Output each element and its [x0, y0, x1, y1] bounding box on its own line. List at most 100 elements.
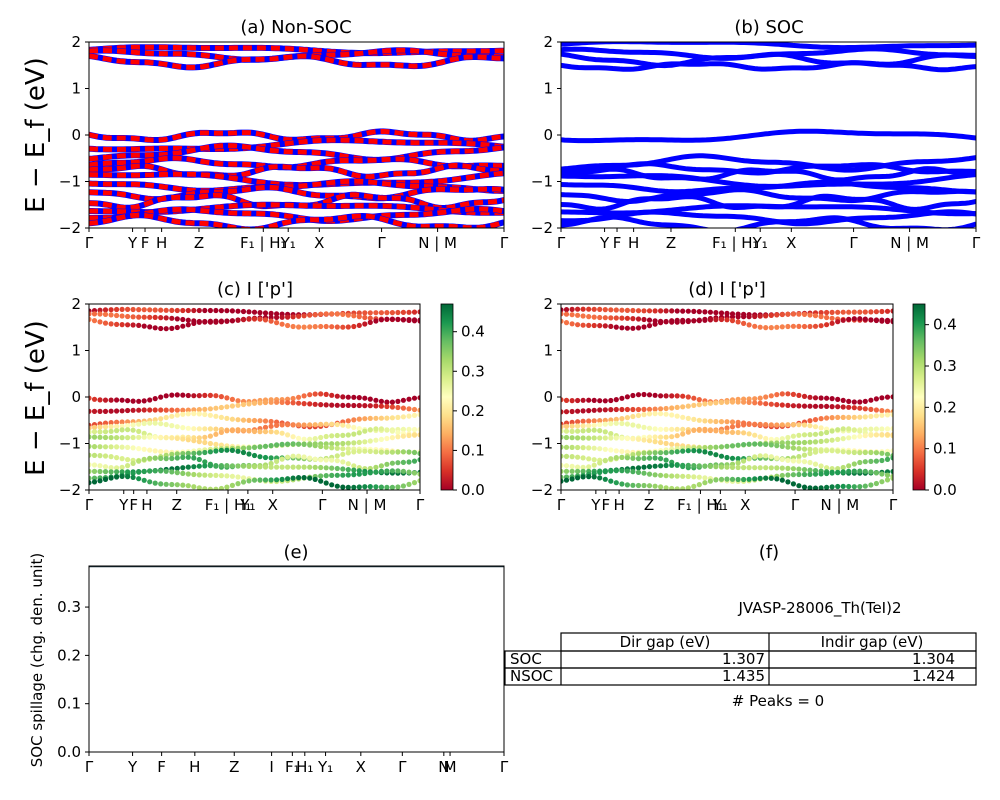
panel-d-point	[801, 311, 808, 317]
panel-d-ytick-label: 1	[543, 342, 553, 360]
panel-a-ytick-label: −2	[59, 219, 81, 237]
panel-d-point	[702, 309, 708, 315]
panel-e-xtick-label: Γ	[398, 758, 407, 776]
panel-d-point	[613, 397, 619, 403]
panel-c-point	[323, 433, 329, 440]
panel-d-point	[713, 310, 719, 316]
panel-c-point	[240, 317, 247, 323]
panel-d-point	[807, 467, 813, 473]
panel-d-point	[790, 433, 797, 439]
panel-d-xtick-label: Γ	[889, 496, 898, 514]
panel-d-point	[873, 317, 880, 324]
panel-c-point	[191, 438, 197, 444]
panel-c-point	[202, 463, 208, 469]
panel-b-xtick-label: N | M	[890, 234, 929, 252]
panel-d-point	[641, 437, 647, 443]
panel-d-point	[829, 309, 835, 315]
panel-c-point	[196, 393, 202, 399]
panel-c-point	[147, 468, 153, 474]
panel-c-point	[356, 416, 362, 422]
panel-d-point	[646, 317, 653, 323]
panel-d-point	[569, 463, 575, 469]
panel-d-point	[658, 456, 664, 462]
panel-c-point	[191, 450, 197, 456]
panel-d-point	[713, 464, 719, 470]
panel-d-point	[652, 455, 658, 461]
panel-d-point	[561, 318, 564, 324]
panel-d-point	[862, 459, 868, 465]
panel-c-point	[224, 318, 230, 324]
panel-d-point	[602, 469, 608, 475]
panel-d-point	[619, 448, 625, 454]
panel-d-point	[658, 434, 664, 440]
panel-d-point	[685, 473, 691, 480]
panel-d-point	[790, 391, 797, 397]
panel-c-point	[125, 407, 131, 414]
panel-c-point	[257, 316, 263, 322]
panel-d-point	[691, 402, 697, 408]
panel-d-point	[768, 436, 774, 442]
panel-d-point	[846, 414, 852, 420]
panel-c-point	[323, 323, 329, 330]
panel-c-ytick-label: −2	[59, 481, 81, 499]
panel-c-point	[218, 414, 224, 420]
panel-c-point	[224, 484, 230, 490]
panel-c-point	[318, 311, 324, 317]
panel-c-point	[130, 314, 136, 320]
panel-d-point	[785, 457, 791, 463]
panel-c-point	[268, 418, 274, 425]
panel-d-point	[691, 463, 697, 469]
panel-b-band	[561, 166, 976, 183]
panel-d-point	[884, 408, 891, 414]
panel-d-point	[868, 317, 874, 323]
panel-d-point	[774, 392, 780, 398]
panel-c-point	[163, 434, 169, 441]
panel-d-point	[763, 313, 769, 319]
panel-d-point	[563, 477, 570, 483]
panel-f-title: (f)	[759, 542, 779, 563]
panel-c-point	[268, 399, 274, 405]
panel-c-point	[323, 457, 329, 463]
panel-d-point	[824, 395, 830, 401]
panel-c-point	[224, 404, 230, 410]
panel-d-point	[597, 422, 603, 428]
panel-c-point	[207, 392, 213, 398]
panel-d-point	[857, 405, 863, 411]
panel-d-xtick-label: Γ	[557, 496, 566, 514]
panel-d-point	[696, 482, 702, 488]
panel-d-point	[879, 308, 885, 315]
panel-c-point	[367, 484, 373, 490]
panel-c-point	[196, 307, 202, 314]
panel-c-point	[345, 402, 351, 408]
panel-d-point	[757, 441, 763, 447]
panel-c-point	[147, 455, 153, 461]
panel-c-point	[180, 436, 186, 442]
panel-d-point	[652, 411, 658, 417]
panel-d-point	[619, 420, 625, 427]
panel-d-point	[741, 314, 747, 320]
panel-c-point	[158, 307, 164, 313]
panel-c-point	[274, 399, 280, 405]
panel-d-point	[624, 325, 631, 331]
panel-c-point	[180, 307, 186, 314]
panel-d-point	[669, 485, 675, 490]
panel-d-point	[835, 414, 841, 420]
panel-c-point	[102, 408, 109, 414]
panel-c-point	[268, 455, 274, 461]
panel-d-point	[597, 407, 603, 413]
panel-d-point	[801, 452, 808, 458]
panel-c-point	[290, 314, 296, 320]
panel-d-point	[602, 307, 608, 313]
panel-d-point	[757, 313, 763, 319]
colorbar-d-tick-label: 0.3	[933, 357, 957, 375]
panel-d-point	[779, 456, 785, 463]
panel-d-point	[862, 433, 868, 439]
panel-d-point	[624, 455, 631, 461]
panel-c-point	[334, 483, 340, 489]
panel-b-xtick-label: Y₁	[752, 234, 768, 252]
panel-c-point	[130, 422, 136, 428]
panel-d-point	[790, 481, 797, 487]
panel-c-point	[130, 427, 136, 433]
panel-d-point	[580, 418, 586, 424]
panel-c-point	[367, 319, 373, 325]
